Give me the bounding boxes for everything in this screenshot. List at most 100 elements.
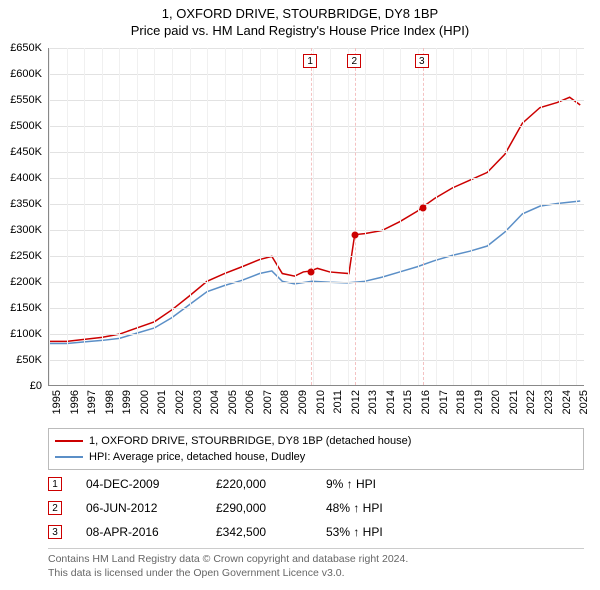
gridline-v (453, 48, 454, 385)
marker-line (355, 48, 356, 385)
y-axis-label: £150K (0, 302, 46, 314)
gridline-h (49, 204, 584, 205)
x-axis-label: 2020 (490, 390, 502, 414)
chart-plot-area: 123 (48, 48, 584, 386)
legend-item: HPI: Average price, detached house, Dudl… (55, 449, 577, 465)
marker-dot (308, 268, 315, 275)
y-axis-label: £250K (0, 250, 46, 262)
gridline-v (436, 48, 437, 385)
gridline-v (400, 48, 401, 385)
x-axis-label: 2002 (174, 390, 186, 414)
gridline-h (49, 74, 584, 75)
marker-badge: 1 (303, 54, 317, 68)
x-axis-label: 2023 (543, 390, 555, 414)
gridline-v (102, 48, 103, 385)
transaction-price: £220,000 (216, 477, 326, 491)
x-axis-label: 2019 (473, 390, 485, 414)
gridline-h (49, 230, 584, 231)
transaction-date: 08-APR-2016 (86, 525, 216, 539)
x-axis-label: 2021 (508, 390, 520, 414)
marker-dot (352, 232, 359, 239)
x-axis-label: 2004 (209, 390, 221, 414)
gridline-h (49, 178, 584, 179)
x-axis-label: 2011 (332, 390, 344, 414)
gridline-v (541, 48, 542, 385)
x-axis-label: 2010 (315, 390, 327, 414)
gridline-v (172, 48, 173, 385)
gridline-v (84, 48, 85, 385)
transaction-row: 3 08-APR-2016 £342,500 53% ↑ HPI (48, 520, 584, 544)
gridline-v (471, 48, 472, 385)
gridline-h (49, 282, 584, 283)
transaction-date: 04-DEC-2009 (86, 477, 216, 491)
marker-line (423, 48, 424, 385)
y-axis-label: £50K (0, 354, 46, 366)
y-axis-label: £450K (0, 146, 46, 158)
title-address: 1, OXFORD DRIVE, STOURBRIDGE, DY8 1BP (0, 6, 600, 21)
gridline-v (418, 48, 419, 385)
legend-label: 1, OXFORD DRIVE, STOURBRIDGE, DY8 1BP (d… (89, 435, 411, 447)
series-line (49, 97, 580, 341)
x-axis-label: 1999 (121, 390, 133, 414)
gridline-v (225, 48, 226, 385)
marker-badge: 2 (48, 501, 62, 515)
gridline-h (49, 126, 584, 127)
x-axis-label: 2012 (350, 390, 362, 414)
gridline-h (49, 360, 584, 361)
gridline-h (49, 334, 584, 335)
titles: 1, OXFORD DRIVE, STOURBRIDGE, DY8 1BP Pr… (0, 0, 600, 38)
x-axis-label: 1995 (51, 390, 63, 414)
x-axis-label: 1998 (104, 390, 116, 414)
chart-container: 1, OXFORD DRIVE, STOURBRIDGE, DY8 1BP Pr… (0, 0, 600, 590)
x-axis-label: 2005 (227, 390, 239, 414)
footer-attribution: Contains HM Land Registry data © Crown c… (48, 548, 584, 580)
transaction-row: 1 04-DEC-2009 £220,000 9% ↑ HPI (48, 472, 584, 496)
gridline-v (313, 48, 314, 385)
gridline-v (207, 48, 208, 385)
x-axis-label: 2016 (420, 390, 432, 414)
gridline-v (576, 48, 577, 385)
x-axis-label: 2000 (139, 390, 151, 414)
series-line (49, 201, 580, 344)
y-axis-label: £300K (0, 224, 46, 236)
gridline-v (383, 48, 384, 385)
legend-swatch (55, 440, 83, 442)
x-axis-label: 2013 (367, 390, 379, 414)
x-axis-label: 1997 (86, 390, 98, 414)
x-axis-label: 2001 (156, 390, 168, 414)
y-axis-label: £550K (0, 94, 46, 106)
gridline-v (488, 48, 489, 385)
gridline-v (67, 48, 68, 385)
marker-badge: 1 (48, 477, 62, 491)
transaction-price: £290,000 (216, 501, 326, 515)
y-axis-label: £0 (0, 380, 46, 392)
y-axis-label: £100K (0, 328, 46, 340)
gridline-v (506, 48, 507, 385)
x-axis-label: 2022 (525, 390, 537, 414)
gridline-h (49, 100, 584, 101)
x-axis-label: 2006 (244, 390, 256, 414)
transaction-row: 2 06-JUN-2012 £290,000 48% ↑ HPI (48, 496, 584, 520)
transaction-price: £342,500 (216, 525, 326, 539)
gridline-v (295, 48, 296, 385)
x-axis-label: 2015 (402, 390, 414, 414)
y-axis-label: £350K (0, 198, 46, 210)
footer-line: This data is licensed under the Open Gov… (48, 567, 584, 581)
marker-badge: 2 (347, 54, 361, 68)
x-axis-label: 2007 (262, 390, 274, 414)
x-axis-label: 2017 (438, 390, 450, 414)
gridline-h (49, 308, 584, 309)
legend-label: HPI: Average price, detached house, Dudl… (89, 451, 305, 463)
marker-line (311, 48, 312, 385)
transaction-date: 06-JUN-2012 (86, 501, 216, 515)
gridline-v (260, 48, 261, 385)
y-axis-label: £600K (0, 68, 46, 80)
gridline-h (49, 152, 584, 153)
legend-swatch (55, 456, 83, 458)
x-axis-label: 2025 (578, 390, 590, 414)
gridline-v (49, 48, 50, 385)
gridline-v (330, 48, 331, 385)
gridline-v (559, 48, 560, 385)
transaction-pct: 9% ↑ HPI (326, 477, 436, 491)
x-axis-label: 2009 (297, 390, 309, 414)
